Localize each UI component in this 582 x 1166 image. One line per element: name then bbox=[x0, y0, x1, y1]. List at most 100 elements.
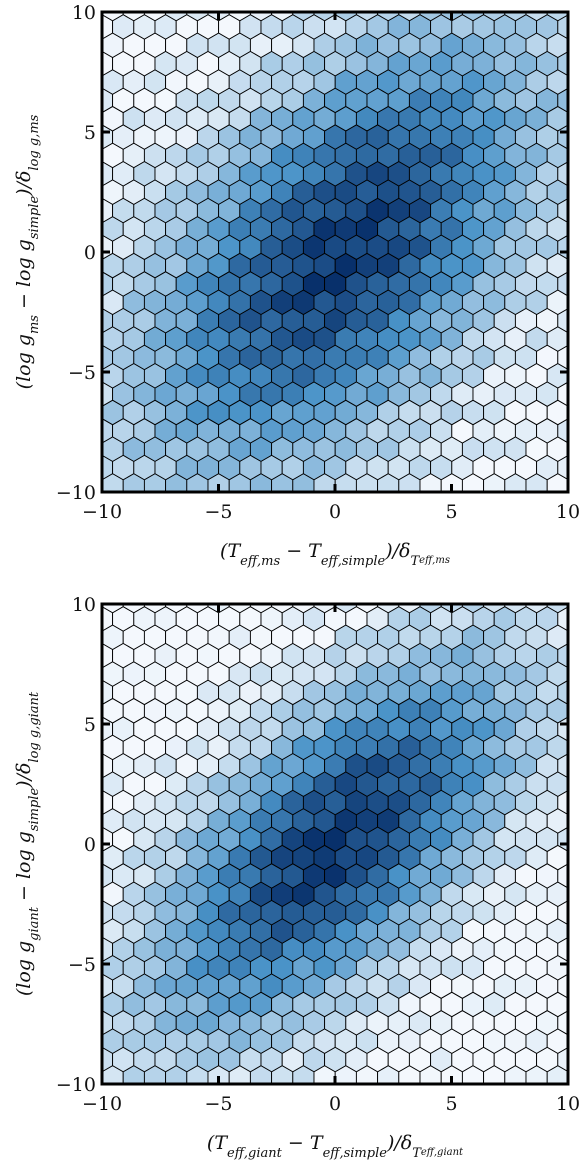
hexbin-cell bbox=[355, 491, 358, 492]
hexbin-cell bbox=[525, 1083, 527, 1084]
hexbin-cell bbox=[376, 1083, 379, 1084]
panel-giant: −10 −5 0 5 10 −10 −5 0 5 10 (Teff,giant − Teff,s… bbox=[13, 594, 580, 1161]
hexbin-cell bbox=[503, 491, 506, 492]
hexbin-cell bbox=[70, 1011, 91, 1035]
hexbin-cell bbox=[546, 491, 549, 492]
hexbin-cell bbox=[567, 1071, 568, 1084]
hexbin-cell bbox=[557, 87, 568, 113]
hexbin-cell bbox=[70, 900, 91, 924]
hexbin-cell bbox=[557, 308, 568, 334]
hexbin-cell bbox=[185, 491, 188, 492]
y-tick-label: 5 bbox=[84, 714, 96, 736]
hexbin-cell bbox=[164, 1083, 167, 1084]
y-tick-label: −5 bbox=[68, 954, 96, 976]
hexbin-cell bbox=[567, 75, 568, 89]
hexbin-cell bbox=[567, 1034, 568, 1048]
x-axis-label: (Teff,ms − Teff,simple)/δTeff,ms bbox=[220, 540, 450, 569]
y-tick-label: −5 bbox=[68, 362, 96, 384]
x-tick-label: 5 bbox=[445, 1093, 457, 1115]
hexbin-cell bbox=[270, 491, 273, 492]
y-tick-label: −10 bbox=[56, 482, 96, 504]
hexbin-cell bbox=[102, 667, 103, 681]
hexbin-cell bbox=[102, 814, 103, 828]
hexbin-cell bbox=[567, 704, 568, 718]
hexbin-cell bbox=[102, 222, 103, 236]
hexbin-cell bbox=[567, 369, 568, 383]
hexbin-cell bbox=[557, 197, 568, 224]
hexbin-cell bbox=[567, 259, 568, 272]
y-tick-label: 10 bbox=[72, 594, 96, 616]
hexbin-cell bbox=[70, 162, 91, 186]
x-tick-labels: −10 −5 0 5 10 bbox=[82, 1093, 580, 1115]
hexbin-cell bbox=[567, 814, 568, 828]
hexbin-cell bbox=[567, 851, 568, 864]
hexbin-cell bbox=[567, 961, 568, 975]
hexbin-cell bbox=[567, 740, 568, 754]
hexbin-cell bbox=[557, 1010, 568, 1036]
hexbin-cell bbox=[557, 863, 568, 889]
hexbin-cell bbox=[70, 419, 91, 443]
hexbin-cell bbox=[557, 679, 568, 705]
hexbin-cell bbox=[70, 382, 91, 406]
hexbin-cell bbox=[557, 789, 568, 816]
hexbin-cell bbox=[70, 864, 91, 888]
x-tick-label: −10 bbox=[82, 1093, 122, 1115]
hexbin-cell bbox=[567, 479, 568, 492]
hexbin-cell bbox=[291, 1083, 294, 1084]
hexbin-cell bbox=[557, 643, 568, 669]
hexbin-cell bbox=[70, 643, 91, 667]
hexbin-cell bbox=[291, 491, 294, 492]
hexbin-cell bbox=[557, 14, 568, 40]
hexbin-cell bbox=[143, 491, 146, 492]
hexbin-cell bbox=[567, 777, 568, 791]
hexbin-cell bbox=[70, 974, 91, 998]
x-tick-label: −5 bbox=[204, 1093, 232, 1115]
hexbin-cell bbox=[102, 442, 103, 456]
hexbin-cell bbox=[355, 1083, 358, 1084]
hexbin-cell bbox=[185, 1083, 188, 1084]
hexbin-cell bbox=[557, 1046, 568, 1073]
hexbin-cells-giant bbox=[70, 604, 568, 1084]
y-tick-label: 5 bbox=[84, 122, 96, 144]
hexbin-cell bbox=[102, 630, 103, 644]
x-axis-label: (Teff,giant − Teff,simple)/δTeff,giant bbox=[207, 1132, 464, 1161]
hexbin-cell bbox=[102, 295, 103, 309]
hexbin-cells-ms bbox=[70, 12, 568, 492]
hexbin-cell bbox=[525, 491, 527, 492]
hexbin-cell bbox=[164, 491, 167, 492]
hexbin-cell bbox=[102, 75, 103, 89]
hexbin-cell bbox=[143, 1083, 146, 1084]
hexbin-cell bbox=[567, 222, 568, 236]
panel-ms: −10 −5 0 5 10 −10 −5 0 5 10 (Teff,ms − Teff,simp… bbox=[13, 2, 580, 569]
hexbin-cell bbox=[567, 442, 568, 456]
hexbin-cell bbox=[557, 973, 568, 999]
x-tick-labels: −10 −5 0 5 10 bbox=[82, 501, 580, 523]
hexbin-cell bbox=[313, 1083, 315, 1084]
y-tick-label: 0 bbox=[84, 834, 96, 856]
hexbin-cell bbox=[70, 680, 91, 704]
hexbin-cell bbox=[376, 491, 379, 492]
y-tick-label: −10 bbox=[56, 1074, 96, 1096]
hexbin-cell bbox=[397, 1083, 400, 1084]
hexbin-cell bbox=[102, 924, 103, 938]
hexbin-cell bbox=[102, 148, 103, 163]
hexbin-cell bbox=[557, 454, 568, 481]
hexbin-cell bbox=[102, 1034, 103, 1048]
hexbin-cell bbox=[70, 790, 91, 814]
hexbin-cell bbox=[567, 887, 568, 901]
axis-ticks bbox=[100, 10, 570, 494]
hexbin-cell bbox=[270, 1083, 273, 1084]
hexbin-cell bbox=[102, 887, 103, 901]
hexbin-cell bbox=[546, 12, 568, 22]
hexbin-cell bbox=[567, 112, 568, 126]
hexbin-cell bbox=[102, 185, 103, 199]
hexbin-cell bbox=[313, 491, 315, 492]
x-tick-label: 10 bbox=[556, 501, 580, 523]
x-tick-label: −5 bbox=[204, 501, 232, 523]
hexbin-cell bbox=[70, 272, 91, 296]
hexbin-cell bbox=[567, 630, 568, 644]
x-tick-label: −10 bbox=[82, 501, 122, 523]
hexbin-cell bbox=[567, 38, 568, 52]
y-tick-labels: −10 −5 0 5 10 bbox=[56, 2, 96, 504]
